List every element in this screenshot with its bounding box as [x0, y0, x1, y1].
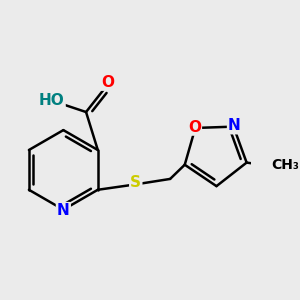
Text: N: N — [57, 203, 70, 218]
Text: O: O — [188, 120, 201, 135]
Text: HO: HO — [39, 93, 64, 108]
Text: N: N — [228, 118, 241, 133]
Text: O: O — [101, 75, 114, 90]
Text: S: S — [130, 175, 141, 190]
Text: CH₃: CH₃ — [272, 158, 299, 172]
